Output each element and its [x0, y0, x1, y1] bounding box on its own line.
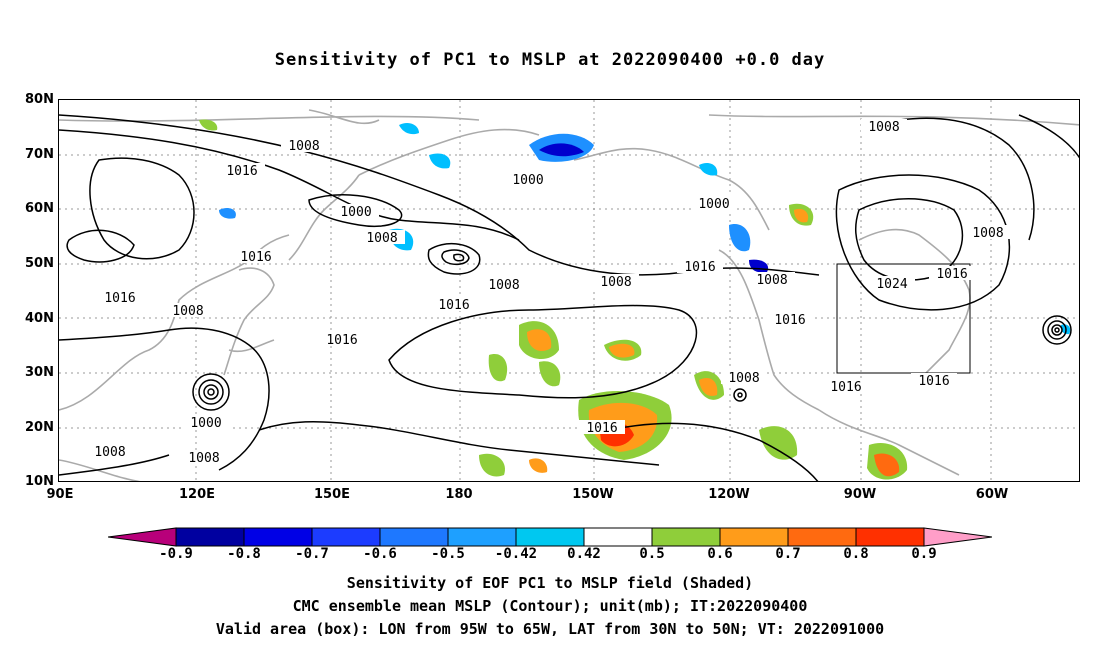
lon-label-180: 180 — [445, 487, 473, 502]
colorbar-label: -0.42 — [494, 546, 538, 562]
contour-label: 1008 — [172, 304, 203, 319]
colorbar-label: -0.9 — [159, 546, 193, 562]
contour-label: 1024 — [876, 277, 907, 292]
colorbar-label: -0.7 — [295, 546, 329, 562]
contour-label: 1016 — [684, 260, 715, 275]
contour-label: 1016 — [918, 374, 949, 389]
contour-label: 1016 — [240, 250, 271, 265]
lat-label-80n: 80N — [25, 92, 54, 107]
lat-label-20n: 20N — [25, 420, 54, 435]
lat-label-10n: 10N — [25, 474, 54, 489]
colorbar-swatches — [175, 527, 925, 547]
lon-label-150w: 150W — [572, 487, 614, 502]
colorbar-upper-triangle — [923, 527, 992, 547]
contour-label: 1008 — [600, 275, 631, 290]
contour-label: 1008 — [756, 273, 787, 288]
lon-label-60w: 60W — [975, 487, 1009, 502]
lon-label-90w: 90W — [843, 487, 877, 502]
map-panel: 1008 1016 1000 1000 1008 1016 1008 1016 … — [58, 99, 1080, 482]
lat-label-60n: 60N — [25, 201, 54, 216]
contour-label: 1016 — [936, 267, 967, 282]
contour-label: 1008 — [728, 371, 759, 386]
lon-label-150e: 150E — [313, 487, 351, 502]
lat-label-50n: 50N — [25, 256, 54, 271]
lat-label-40n: 40N — [25, 311, 54, 326]
lon-label-120w: 120W — [708, 487, 750, 502]
colorbar-lower-triangle — [108, 527, 177, 547]
colorbar-label: 0.5 — [639, 546, 665, 562]
lat-label-30n: 30N — [25, 365, 54, 380]
chart-title: Sensitivity of PC1 to MSLP at 2022090400… — [274, 50, 826, 70]
contour-label: 1000 — [698, 197, 729, 212]
contour-label: 1008 — [972, 226, 1003, 241]
caption-contour: CMC ensemble mean MSLP (Contour); unit(m… — [292, 597, 808, 615]
colorbar-label: 0.8 — [843, 546, 869, 562]
contour-label: 1000 — [340, 205, 371, 220]
contour-label: 1016 — [774, 313, 805, 328]
contour-label: 1008 — [94, 445, 125, 460]
contour-label: 1008 — [868, 120, 899, 135]
caption-shaded: Sensitivity of EOF PC1 to MSLP field (Sh… — [346, 574, 754, 592]
colorbar-label: 0.42 — [567, 546, 601, 562]
lon-label-120e: 120E — [178, 487, 216, 502]
contour-label-group: 1008 1016 1000 1000 1008 1016 1008 1016 … — [87, 119, 1011, 466]
colorbar-label: -0.8 — [227, 546, 261, 562]
colorbar-label: 0.7 — [775, 546, 801, 562]
low-centers — [192, 315, 1072, 411]
sensitivity-shading — [199, 119, 1071, 480]
colorbar-label: 0.6 — [707, 546, 733, 562]
lon-label-90e: 90E — [46, 487, 74, 502]
contour-label: 1016 — [830, 380, 861, 395]
contour-label: 1008 — [366, 231, 397, 246]
colorbar-label: -0.6 — [363, 546, 397, 562]
contour-label: 1016 — [326, 333, 357, 348]
contour-label: 1000 — [512, 173, 543, 188]
contour-label: 1008 — [488, 278, 519, 293]
contour-label: 1008 — [188, 451, 219, 466]
lat-label-70n: 70N — [25, 147, 54, 162]
contour-label: 1016 — [104, 291, 135, 306]
contour-label: 1000 — [190, 416, 221, 431]
coastlines — [59, 109, 1079, 481]
colorbar-label: 0.9 — [911, 546, 937, 562]
contour-label: 1016 — [586, 421, 617, 436]
contour-label: 1016 — [226, 164, 257, 179]
colorbar-label: -0.5 — [431, 546, 465, 562]
caption-valid-area: Valid area (box): LON from 95W to 65W, L… — [215, 620, 885, 638]
valid-area-box — [836, 263, 971, 374]
map-canvas: 1008 1016 1000 1000 1008 1016 1008 1016 … — [59, 100, 1079, 481]
contour-label: 1008 — [288, 139, 319, 154]
contour-label: 1016 — [438, 298, 469, 313]
colorbar — [108, 527, 992, 547]
